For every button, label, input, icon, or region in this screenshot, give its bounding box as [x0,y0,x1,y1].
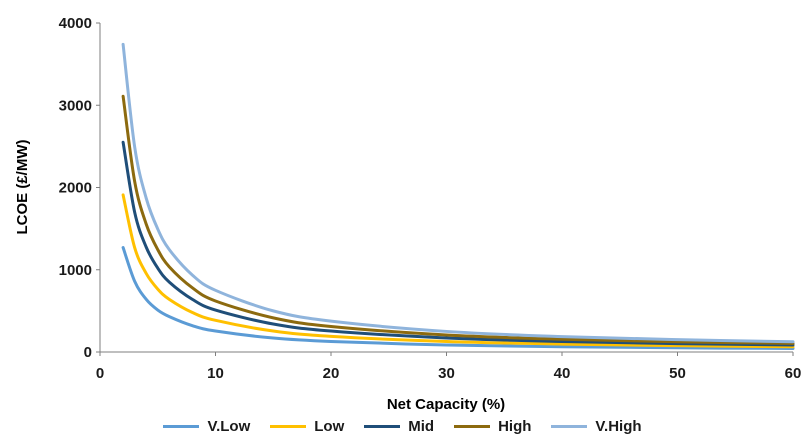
y-tick-label: 0 [84,344,92,361]
series-lines [121,42,795,350]
legend-swatch [163,424,200,428]
series-line-v-high [121,42,795,344]
series-line-v-low [121,246,795,350]
x-tick-label: 40 [554,365,571,382]
series-line-mid [121,140,795,347]
series-line-low [121,193,795,349]
x-tick-label: 20 [323,365,340,382]
y-tick-label: 3000 [59,97,92,114]
legend-swatch [551,424,588,428]
legend-swatch [270,424,307,428]
legend-label: V.High [595,417,642,435]
lcoe-chart: 0 1000 2000 3000 4000 0 10 20 30 40 50 60 LCOE (£/M… [14,15,802,413]
legend: V.Low Low Mid High V.High [0,415,805,437]
y-tick-label: 2000 [59,180,92,197]
x-axis-title: Net Capacity (%) [387,396,505,413]
y-tick-label: 4000 [59,15,92,32]
tick-labels: 0 1000 2000 3000 4000 0 10 20 30 40 50 60 [59,15,802,382]
legend-item: High [454,418,531,435]
legend-swatch [454,424,491,428]
x-tick-label: 0 [96,365,104,382]
series-line-high [121,94,795,345]
x-tick-label: 10 [207,365,224,382]
legend-item: V.High [551,417,642,435]
x-tick-label: 30 [438,365,455,382]
legend-label: Mid [408,417,435,435]
y-tick-label: 1000 [59,262,92,279]
legend-item: Mid [364,418,434,435]
legend-label: High [498,417,532,435]
y-axis-title: LCOE (£/MW) [14,140,31,235]
axes [96,22,794,356]
legend-label: Low [314,417,345,435]
legend-label: V.Low [207,417,251,435]
x-tick-label: 60 [785,365,802,382]
legend-swatch [364,424,401,428]
legend-item: Low [270,418,344,435]
x-tick-label: 50 [669,365,686,382]
legend-item: V.Low [163,418,250,435]
